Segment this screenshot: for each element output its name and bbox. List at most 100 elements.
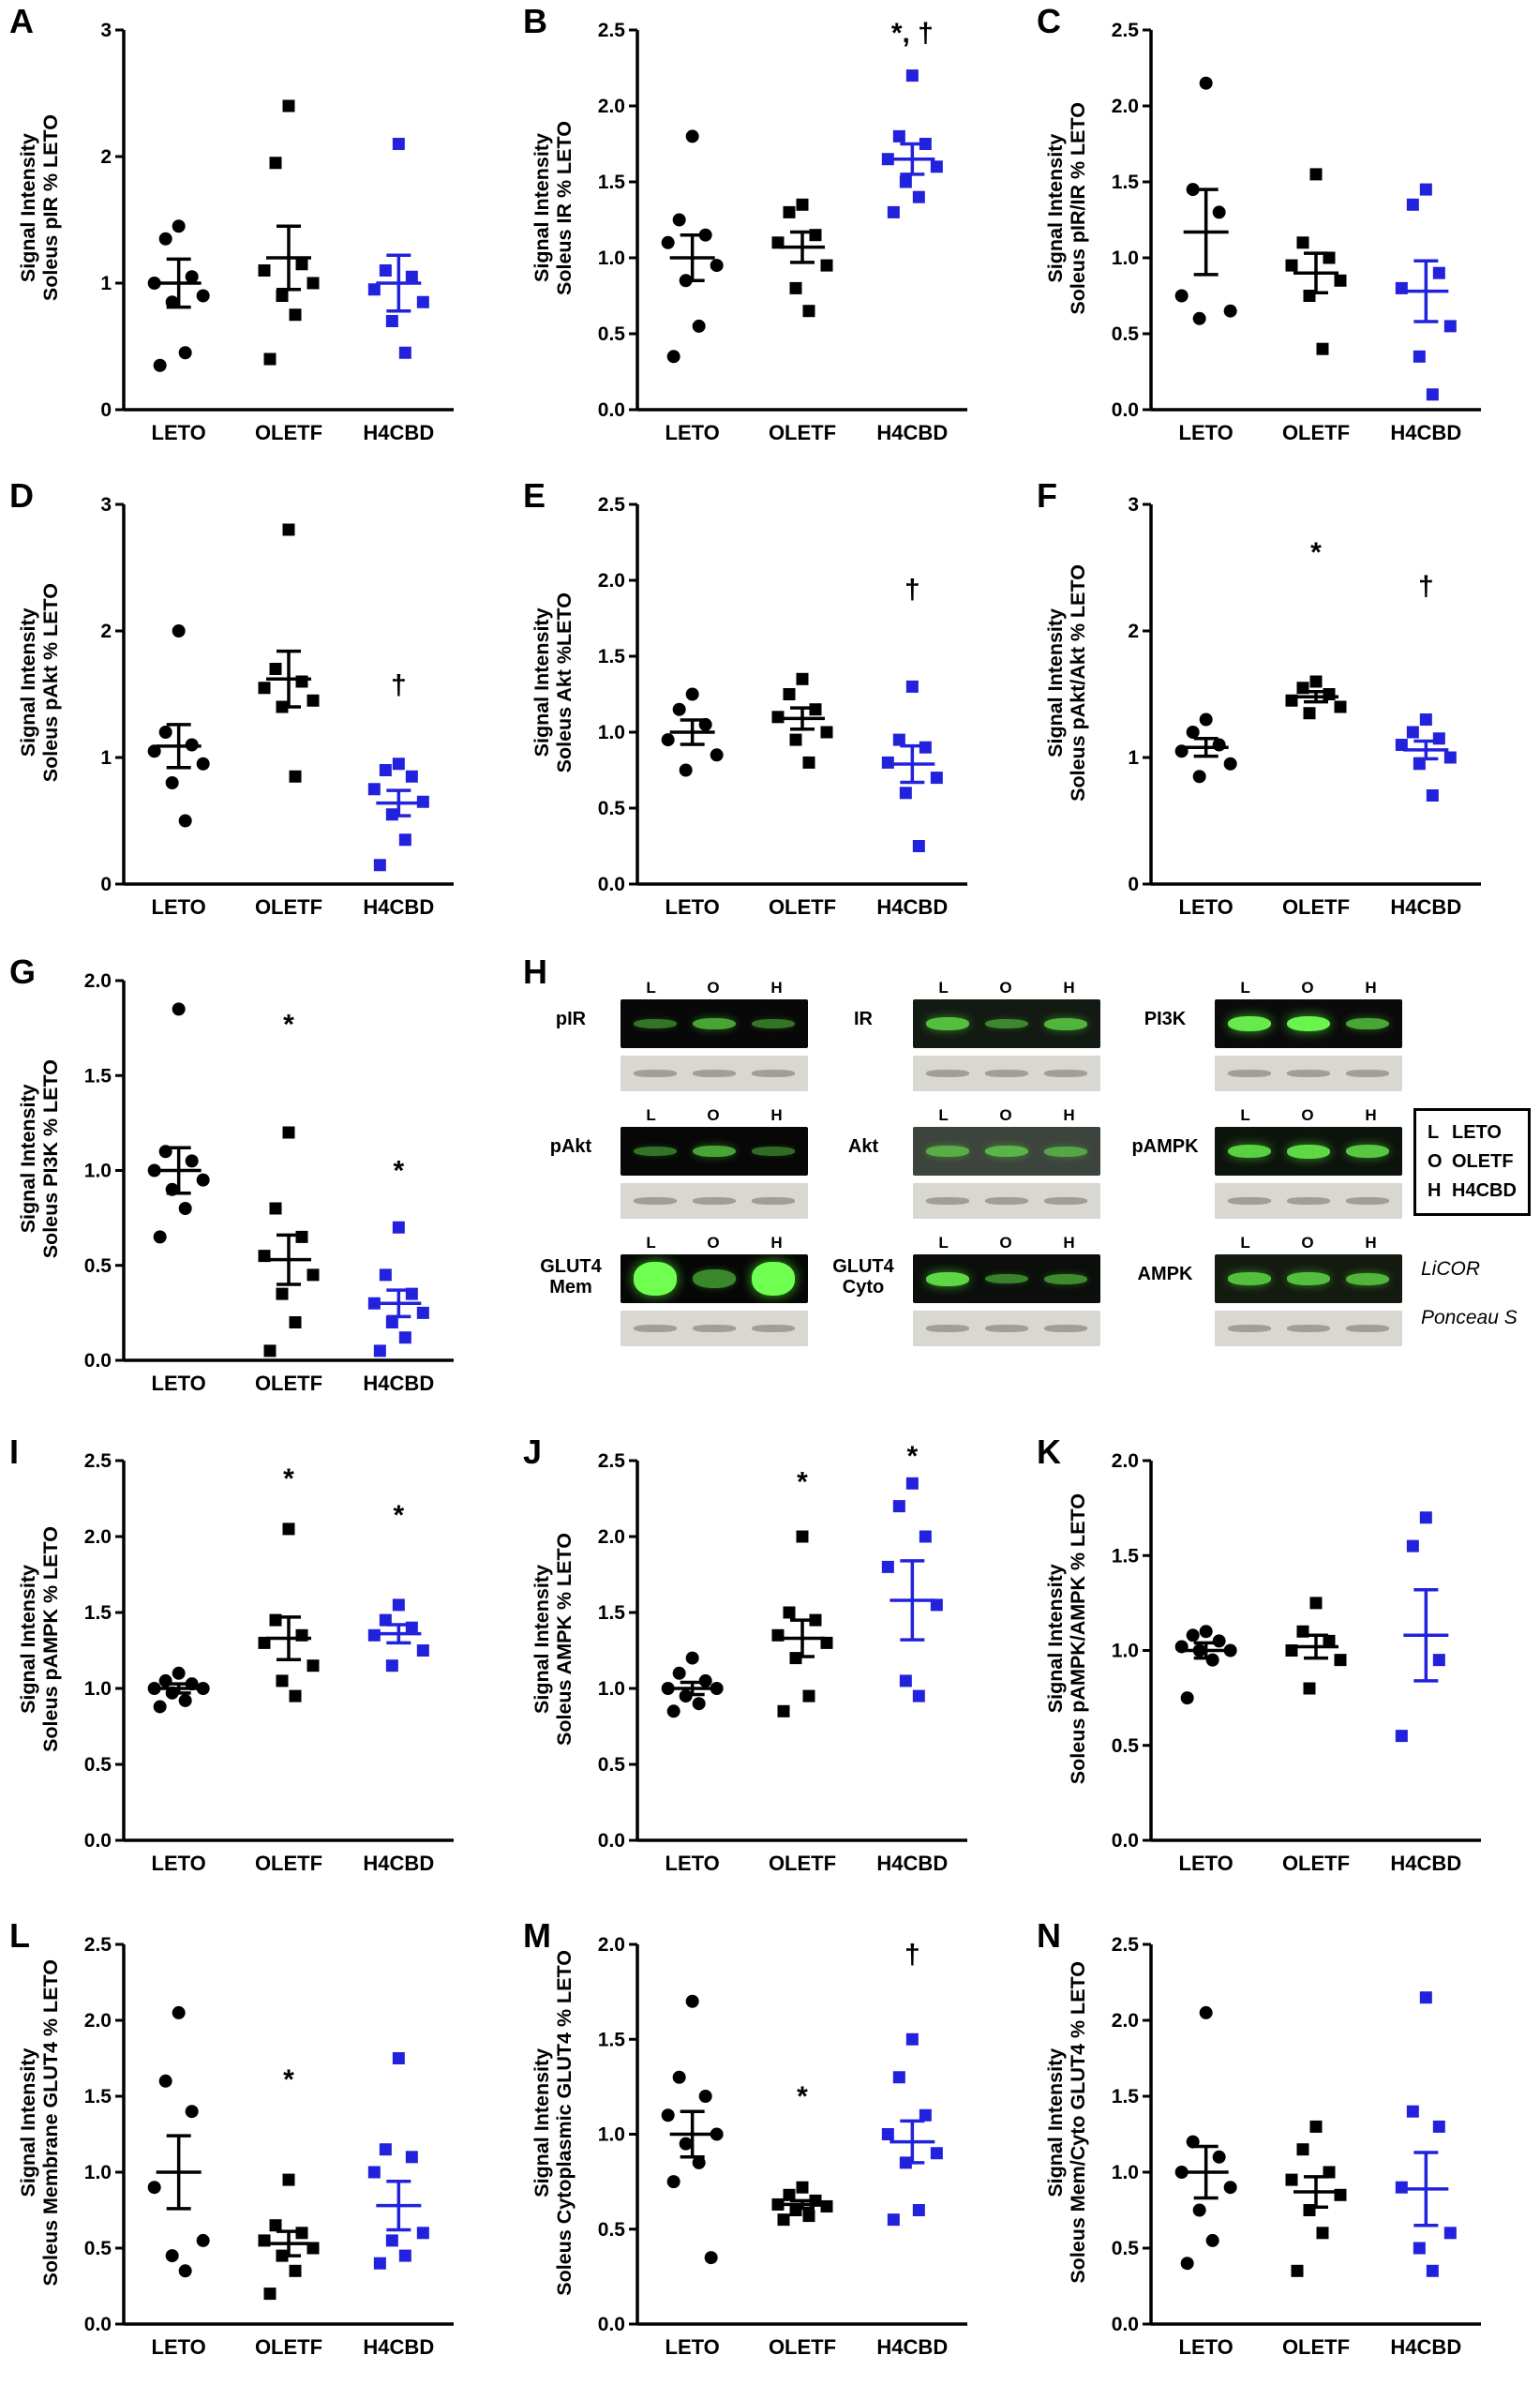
- ponceau-band: [693, 1197, 736, 1205]
- data-point: [892, 2071, 905, 2084]
- data-point: [661, 1682, 675, 1695]
- data-point: [153, 358, 167, 372]
- x-category-label: LETO: [665, 2335, 720, 2359]
- data-point: [777, 1704, 790, 1718]
- y-tick-label: 3: [100, 494, 112, 516]
- data-point: [796, 198, 809, 211]
- data-point: [1309, 2120, 1323, 2133]
- data-point: [661, 733, 675, 747]
- y-axis-label-line-2: Soleus Cytoplasmic GLUT4 % LETO: [553, 1949, 576, 2296]
- data-point: [367, 283, 381, 296]
- data-point: [1323, 688, 1336, 700]
- data-point: [398, 833, 411, 847]
- lane-label: L: [938, 1234, 949, 1252]
- blot-legend: L LETO O OLETF H H4CBD: [1413, 1108, 1531, 1216]
- y-axis-label-line-1: Signal Intensity: [531, 133, 553, 283]
- y-axis-label-line-1: Signal Intensity: [1044, 133, 1067, 283]
- data-point: [802, 756, 815, 769]
- data-point: [367, 783, 381, 796]
- x-category-label: OLETF: [769, 895, 836, 919]
- data-point: [704, 2251, 718, 2265]
- y-tick-label: 0.0: [598, 2314, 625, 2335]
- data-point: [1296, 2143, 1309, 2156]
- protein-band: [926, 1146, 969, 1157]
- y-axis-label-line-1: Signal Intensity: [531, 2048, 553, 2198]
- data-point: [1199, 76, 1213, 90]
- data-point: [820, 726, 833, 739]
- x-category-label: OLETF: [255, 1852, 322, 1875]
- data-point: [710, 748, 724, 762]
- error-bar: [156, 257, 202, 309]
- data-point: [1291, 2264, 1304, 2277]
- data-point: [307, 1659, 320, 1672]
- error-bar: [669, 1680, 715, 1697]
- scatter-chart: 0.0 0.5 1.0 1.5 2.0 2.5 LETO OLETF H4CBD *, †: [598, 18, 968, 444]
- y-tick-label: 0.5: [598, 2219, 626, 2241]
- lane-label: L: [646, 1106, 656, 1124]
- data-point: [398, 346, 411, 359]
- protein-band: [1287, 1144, 1330, 1159]
- y-tick-label: 0.5: [1112, 1735, 1140, 1757]
- ponceau-band: [926, 1197, 969, 1205]
- blot-note: Ponceau S: [1421, 1307, 1518, 1328]
- ponceau-strip: [620, 1183, 808, 1219]
- data-point: [289, 2264, 302, 2277]
- data-point: [1334, 274, 1347, 287]
- data-point: [1426, 388, 1439, 401]
- blot-label: pAkt: [549, 1136, 592, 1157]
- y-tick-label: 0.5: [84, 1255, 112, 1277]
- blot-image: [1215, 1254, 1402, 1303]
- legend-label: OLETF: [1452, 1151, 1514, 1172]
- data-point: [919, 138, 932, 150]
- blot-image: [620, 999, 808, 1048]
- y-tick-label: 2.5: [84, 1450, 112, 1472]
- data-point: [1395, 1730, 1408, 1743]
- y-tick-label: 1.0: [1112, 2162, 1139, 2183]
- data-point: [1419, 713, 1432, 726]
- y-tick-label: 2.0: [598, 1526, 625, 1548]
- y-tick-label: 2.0: [598, 570, 625, 592]
- y-axis-label-line-2: Soleus PI3K % LETO: [39, 1058, 63, 1259]
- error-bar: [156, 723, 202, 770]
- data-point: [899, 175, 912, 188]
- ponceau-band: [1287, 1197, 1330, 1205]
- scatter-chart: 0.0 0.5 1.0 1.5 2.0 2.5 LETO OLETF H4CBD: [1112, 1934, 1482, 2359]
- x-category-label: LETO: [152, 895, 206, 919]
- data-point: [666, 350, 680, 364]
- y-tick-label: 0: [100, 399, 112, 421]
- panel-letter: B: [523, 2, 547, 40]
- y-axis-label-text: Signal Intensity Soleus Mem/Cyto GLUT4 % …: [1044, 1961, 1089, 2284]
- protein-band: [1287, 1272, 1330, 1285]
- y-tick-label: 2: [1128, 621, 1139, 642]
- data-point: [666, 2175, 680, 2189]
- data-point: [905, 680, 919, 693]
- y-tick-label: 1.0: [84, 1161, 112, 1182]
- x-category-label: OLETF: [769, 421, 836, 444]
- data-point: [796, 1530, 809, 1543]
- error-bar: [1403, 259, 1449, 323]
- data-point: [385, 2234, 398, 2247]
- blot-label: pIR: [555, 1009, 587, 1029]
- data-point: [1309, 168, 1323, 181]
- error-bar: [890, 2119, 935, 2165]
- error-bar: [266, 2229, 312, 2258]
- lane-label: H: [770, 1234, 783, 1252]
- blot-label: GLUT4 Cyto: [832, 1256, 894, 1298]
- data-point: [258, 264, 271, 277]
- scatter-chart: 0.0 0.5 1.0 1.5 2.0 2.5 LETO OLETF H4CBD: [1112, 20, 1482, 444]
- data-point: [1419, 183, 1432, 196]
- y-tick-label: 1.5: [84, 1065, 112, 1087]
- protein-band: [1346, 1272, 1389, 1285]
- lane-label: L: [1240, 1106, 1250, 1124]
- x-category-label: H4CBD: [1391, 1852, 1462, 1875]
- y-tick-label: 2: [100, 146, 112, 168]
- data-point: [276, 1287, 289, 1300]
- error-bar: [1183, 737, 1229, 758]
- y-tick-label: 1.5: [84, 2086, 112, 2108]
- blot-pampk: pAMPK L O H: [1121, 1106, 1432, 1219]
- y-axis-label-text: Signal Intensity Soleus AMPK % LETO: [531, 1533, 576, 1746]
